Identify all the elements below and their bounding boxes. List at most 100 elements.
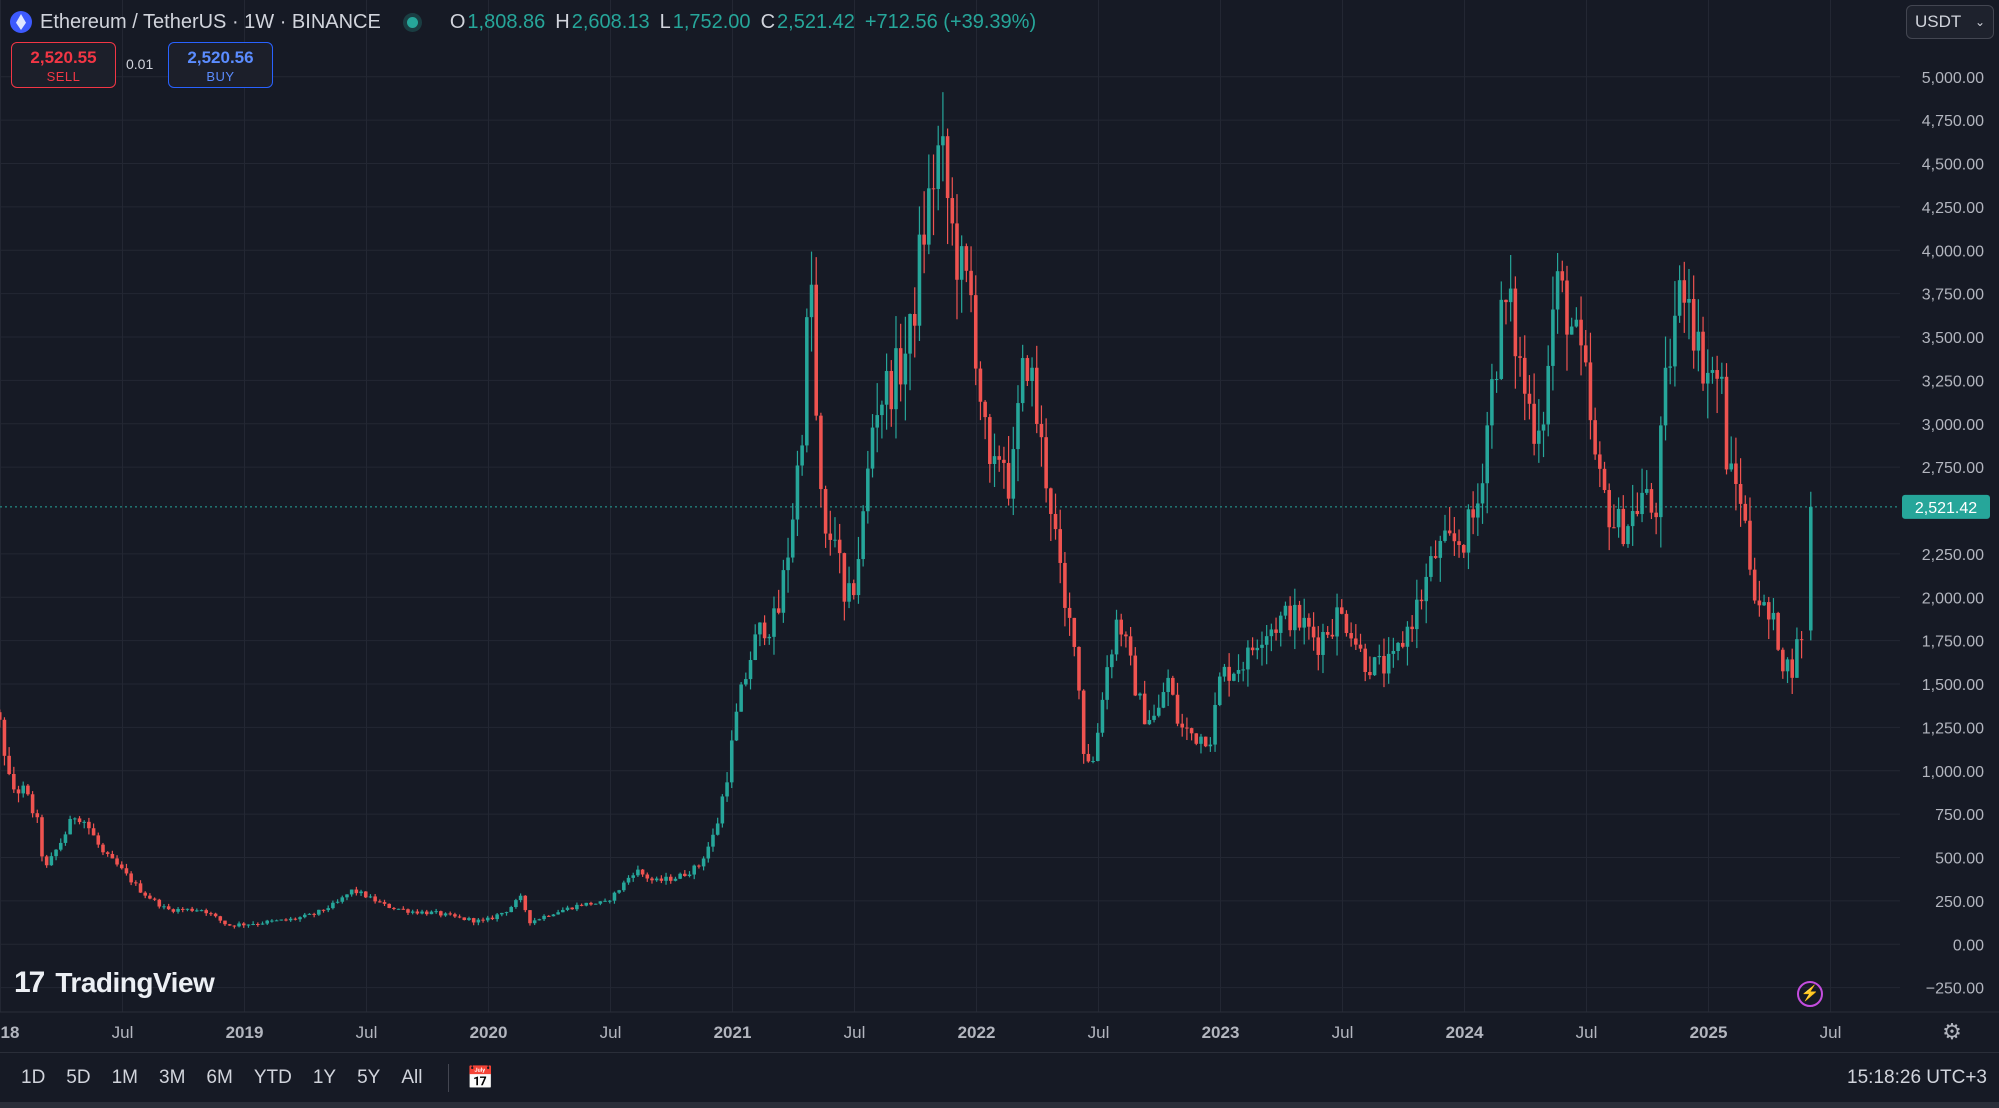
candle-body [7,755,11,774]
candle-body [1105,667,1109,700]
candle-body [434,911,438,913]
candle-body [1274,629,1278,633]
candle-body [931,188,936,190]
candle-body [279,919,284,921]
buy-button[interactable]: 2,520.56 BUY [168,42,273,88]
open-value: 1,808.86 [467,10,546,33]
candle-body [758,622,762,635]
candle-body [49,856,54,866]
candle-body [1250,647,1255,651]
candle-body [218,916,223,921]
x-tick-label: Jul [1576,1023,1598,1042]
candle-body [1485,425,1489,484]
candle-body [115,858,119,865]
candle-body [1236,669,1241,674]
candle-body [617,890,621,893]
candle-body [1677,280,1682,316]
range-1y[interactable]: 1Y [312,1067,337,1088]
candle-body [1424,576,1428,602]
symbol-title[interactable]: Ethereum / TetherUS · 1W · BINANCE [40,10,381,33]
candle-body [467,918,471,921]
candle-body [378,901,382,903]
candle-body [898,348,903,385]
toolbar-divider [448,1064,450,1092]
candle-body [1363,648,1367,672]
candle-body [692,865,696,875]
candle-body [1152,715,1156,720]
candle-body [1269,629,1274,637]
candle-body [1461,545,1466,553]
candle-body [734,711,739,741]
candle-body [485,917,490,921]
range-ytd[interactable]: YTD [253,1067,292,1088]
candle-body [687,874,692,877]
candle-body [429,911,434,915]
candle-body [1635,510,1640,515]
candle-body [1063,562,1067,608]
range-1m[interactable]: 1M [111,1067,138,1088]
candle-body [1255,647,1260,651]
last-price-label: 2,521.42 [1902,494,1990,519]
candle-body [1302,617,1306,628]
candle-body [1400,642,1405,647]
candle-body [77,818,82,823]
candle-body [387,903,391,908]
gear-icon[interactable]: ⚙ [1942,1019,1962,1044]
candle-body [1072,617,1077,647]
range-3m[interactable]: 3M [159,1067,186,1088]
candle-body [227,924,232,926]
candle-body [152,898,157,900]
candle-body [936,145,940,189]
candle-body [1288,605,1292,631]
candle-body [471,918,476,923]
candle-body [1734,463,1738,484]
candle-body [246,924,251,926]
candle-body [1208,744,1213,747]
time-axis[interactable]: 2018 Jul 2019 Jul 2020 Jul 2021 Jul 2022 Jul 2023 J… [0,1011,1999,1042]
candle-body [1630,510,1635,527]
candle-body [58,842,63,850]
x-tick-label: 2020 [470,1023,508,1042]
candle-body [1185,727,1189,729]
candle-body [21,785,25,794]
candle-body [776,608,781,613]
candle-body [157,899,162,907]
candle-body [579,904,584,906]
candle-body [1227,666,1231,681]
range-1d[interactable]: 1D [21,1067,46,1088]
currency-select[interactable]: USDT ⌄ [1906,5,1994,39]
range-5y[interactable]: 5Y [357,1067,381,1088]
candle-body [124,868,129,874]
candle-body [1081,690,1086,754]
currency-value: USDT [1915,12,1962,31]
candle-body [1518,356,1522,358]
x-tick-label: Jul [1088,1023,1110,1042]
price-axis[interactable]: 5,000.00 4,750.00 4,500.00 4,250.00 4,000.00… [1922,70,1984,998]
candle-body [1391,651,1396,654]
sell-price: 2,520.55 [30,48,97,67]
price-chart[interactable]: 5,000.00 4,750.00 4,500.00 4,250.00 4,000.00… [0,0,1999,1052]
calendar-goto-icon[interactable]: 📅 [466,1065,495,1090]
candle-body [584,902,589,906]
range-5d[interactable]: 5D [66,1067,91,1088]
range-6m[interactable]: 6M [206,1067,233,1088]
candle-body [166,906,171,910]
range-all[interactable]: All [401,1067,423,1088]
candle-body [457,916,462,918]
candle-body [762,622,767,639]
candle-body [837,539,842,554]
x-tick-label: Jul [1332,1023,1354,1042]
chevron-down-icon: ⌄ [1974,15,1985,29]
candle-body [1743,503,1748,521]
candle-body [265,920,269,924]
tradingview-watermark[interactable]: 17 TradingView [14,966,215,1000]
window-bottom-edge [0,1102,1999,1108]
clock-timezone[interactable]: 15:18:26 UTC+3 [1847,1067,1987,1088]
candle-body [912,313,917,326]
candle-body [44,856,49,866]
candle-body [82,821,86,823]
candle-body [171,909,176,912]
candle-body [828,533,833,540]
lightning-icon[interactable]: ⚡ [1797,981,1823,1007]
sell-button[interactable]: 2,520.55 SELL [11,42,116,88]
